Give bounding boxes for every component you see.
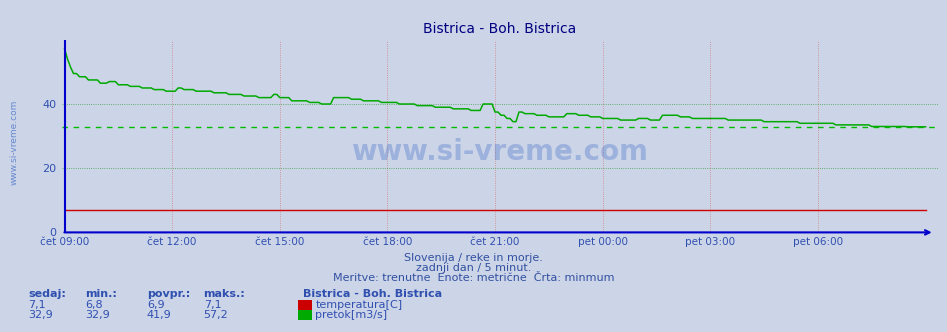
Text: 6,9: 6,9 xyxy=(147,300,165,310)
Text: 7,1: 7,1 xyxy=(204,300,222,310)
Text: 57,2: 57,2 xyxy=(204,310,228,320)
Text: povpr.:: povpr.: xyxy=(147,289,190,299)
Text: zadnji dan / 5 minut.: zadnji dan / 5 minut. xyxy=(416,263,531,273)
Text: Bistrica - Boh. Bistrica: Bistrica - Boh. Bistrica xyxy=(303,289,442,299)
Text: maks.:: maks.: xyxy=(204,289,245,299)
Text: Meritve: trenutne  Enote: metrične  Črta: minmum: Meritve: trenutne Enote: metrične Črta: … xyxy=(332,273,615,283)
Text: sedaj:: sedaj: xyxy=(28,289,66,299)
Text: 32,9: 32,9 xyxy=(85,310,110,320)
Text: 32,9: 32,9 xyxy=(28,310,53,320)
Text: www.si-vreme.com: www.si-vreme.com xyxy=(351,137,648,166)
Text: 6,8: 6,8 xyxy=(85,300,103,310)
Text: pretok[m3/s]: pretok[m3/s] xyxy=(315,310,387,320)
Text: 7,1: 7,1 xyxy=(28,300,46,310)
Text: www.si-vreme.com: www.si-vreme.com xyxy=(9,100,19,186)
Text: min.:: min.: xyxy=(85,289,117,299)
Title: Bistrica - Boh. Bistrica: Bistrica - Boh. Bistrica xyxy=(423,22,576,36)
Text: temperatura[C]: temperatura[C] xyxy=(315,300,402,310)
Text: 41,9: 41,9 xyxy=(147,310,171,320)
Text: Slovenija / reke in morje.: Slovenija / reke in morje. xyxy=(404,253,543,263)
